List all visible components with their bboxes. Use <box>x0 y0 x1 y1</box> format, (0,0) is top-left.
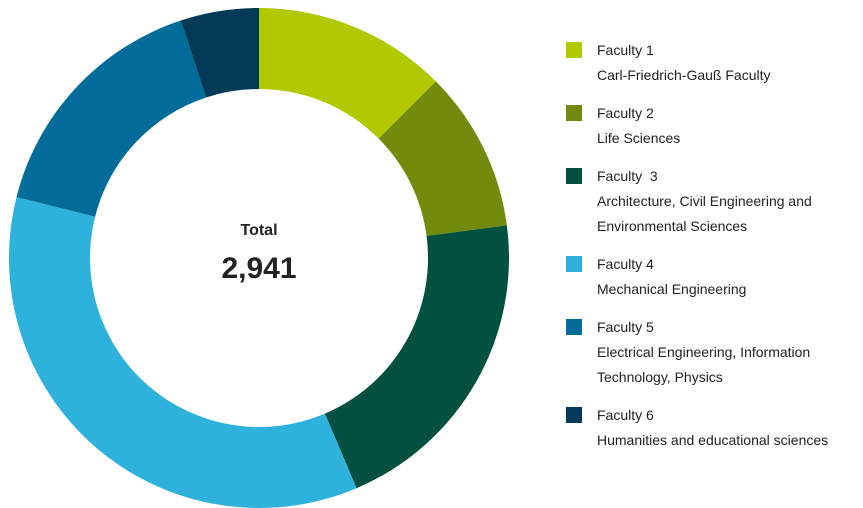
legend-name: Faculty 2 <box>597 105 654 121</box>
donut-segment <box>324 225 509 489</box>
center-total: 2,941 <box>221 252 296 285</box>
legend-item: Faculty 5 Electrical Engineering, Informa… <box>566 315 863 390</box>
legend-item: Faculty 6 Humanities and educational scie… <box>566 403 863 453</box>
legend: Faculty 1 Carl-Friedrich-Gauß Faculty Facu… <box>566 38 863 466</box>
legend-description: Humanities and educational sciences <box>597 432 829 448</box>
donut-segment <box>259 8 436 139</box>
donut-segment <box>378 81 507 236</box>
legend-swatch <box>566 256 582 272</box>
legend-name: Faculty 4 <box>597 256 654 272</box>
legend-item: Faculty 2 Life Sciences <box>566 101 863 151</box>
legend-item: Faculty 3 Architecture, Civil Engineering… <box>566 164 863 239</box>
legend-swatch <box>566 42 582 58</box>
legend-swatch <box>566 105 582 121</box>
donut-segment <box>180 8 259 98</box>
legend-description: Mechanical Engineering <box>597 281 747 297</box>
donut-segment <box>16 20 207 217</box>
legend-swatch <box>566 407 582 423</box>
legend-description: Architecture, Civil Engineering and Envi… <box>597 193 812 234</box>
legend-swatch <box>566 319 582 335</box>
legend-swatch <box>566 168 582 184</box>
legend-description: Carl-Friedrich-Gauß Faculty <box>597 67 771 83</box>
legend-name: Faculty 5 <box>597 319 654 335</box>
legend-name: Faculty 6 <box>597 407 654 423</box>
center-title: Total <box>240 222 277 239</box>
legend-name: Faculty 3 <box>597 168 658 184</box>
chart: Total 2,941 <box>9 8 509 508</box>
donut-segment <box>9 197 357 508</box>
legend-description: Electrical Engineering, Information Tech… <box>597 344 811 385</box>
legend-item: Faculty 1 Carl-Friedrich-Gauß Faculty <box>566 38 863 88</box>
legend-name: Faculty 1 <box>597 42 654 58</box>
legend-description: Life Sciences <box>597 130 681 146</box>
legend-item: Faculty 4 Mechanical Engineering <box>566 252 863 302</box>
